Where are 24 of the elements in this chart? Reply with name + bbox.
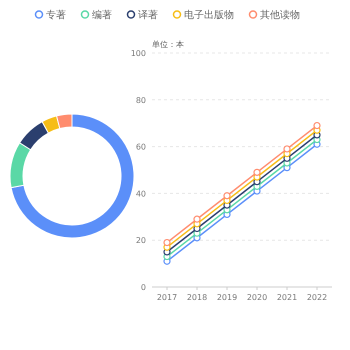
point — [313, 122, 321, 130]
legend-label: 编著 — [92, 9, 112, 21]
y-tick-label: 100 — [130, 49, 146, 58]
point — [253, 168, 261, 176]
y-tick-label: 20 — [136, 236, 146, 246]
x-tick-label: 2019 — [216, 293, 238, 302]
y-tick-label: 0 — [140, 283, 146, 292]
x-tick-label: 2018 — [186, 293, 208, 302]
point — [163, 238, 171, 246]
x-tick-label: 2020 — [246, 293, 268, 302]
point — [193, 216, 201, 223]
y-tick-label: 60 — [136, 142, 146, 152]
legend-label: 电子出版物 — [184, 9, 234, 21]
x-tick-label: 2017 — [156, 293, 178, 302]
point — [283, 145, 291, 153]
y-axis-title: 单位：本 — [152, 40, 184, 49]
point — [223, 192, 231, 200]
x-tick-label: 2021 — [276, 293, 298, 302]
y-tick-label: 40 — [136, 189, 146, 198]
legend-label: 译著 — [138, 9, 158, 21]
legend-label: 专著 — [46, 9, 66, 21]
legend-label: 其他读物 — [260, 9, 300, 21]
y-tick-label: 80 — [136, 96, 146, 105]
x-tick-label: 2022 — [306, 293, 328, 302]
